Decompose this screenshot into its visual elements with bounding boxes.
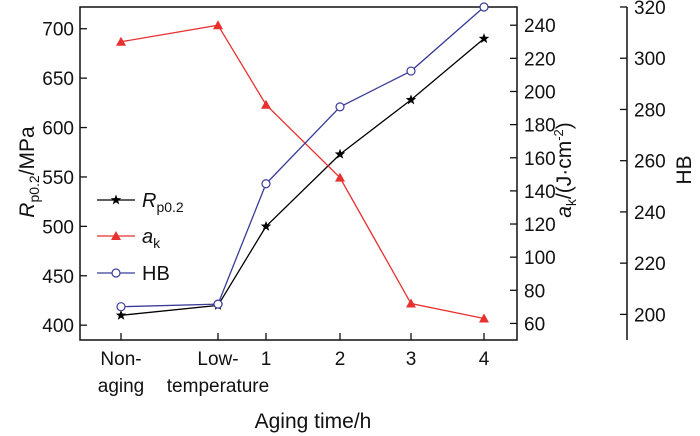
hb-tick-label: 300 — [634, 49, 666, 70]
ak-tick-label: 140 — [524, 182, 556, 203]
ak-tick-label: 240 — [524, 16, 556, 37]
ak-tick-label: 100 — [524, 248, 556, 269]
left-tick-label: 400 — [42, 316, 74, 337]
data-point-rp — [478, 33, 490, 44]
data-point-ak — [261, 99, 271, 109]
x-tick-label: temperature — [167, 376, 269, 397]
plot-frame — [79, 6, 518, 341]
x-tick-label: Non- — [100, 349, 141, 370]
series-line-hb — [120, 6, 485, 308]
hb-tick-label: 240 — [634, 203, 666, 224]
legend-marker-ak — [111, 231, 121, 240]
series-layer — [115, 2, 490, 323]
x-tick-label: 2 — [335, 349, 346, 370]
legend-label-sub: p0.2 — [156, 199, 183, 215]
x-tick-label: 3 — [406, 349, 417, 370]
data-point-ak — [335, 172, 345, 182]
legend-label-main: a — [142, 226, 153, 248]
x-tick-label: aging — [98, 376, 145, 397]
ak-tick-label: 180 — [524, 116, 556, 137]
left-tick-label: 700 — [42, 20, 74, 41]
legend-label-main: HB — [142, 263, 170, 285]
data-point-hb — [116, 302, 126, 312]
legend-label-main: R — [142, 190, 156, 212]
ak-tick-label: 220 — [524, 49, 556, 70]
legend-label-sub: k — [153, 235, 161, 251]
legend-label-rp: Rp0.2 — [142, 190, 184, 215]
data-point-hb — [479, 2, 489, 12]
left-axis-title-main: R — [16, 203, 39, 218]
data-point-hb — [406, 66, 416, 76]
data-point-ak — [479, 313, 489, 323]
data-point-rp — [405, 94, 417, 105]
ak-axis-title-unit: /(J·cm — [553, 141, 576, 199]
x-axis-title: Aging time/h — [255, 410, 372, 433]
ak-axis-title-sub: k — [563, 198, 579, 206]
x-tick-label: 4 — [479, 349, 490, 370]
data-point-ak — [406, 298, 416, 308]
legend-marker-hb — [111, 268, 121, 278]
left-tick-label: 550 — [42, 168, 74, 189]
ak-tick-label: 200 — [524, 82, 556, 103]
data-point-hb — [261, 179, 271, 189]
hb-tick-label: 280 — [634, 100, 666, 121]
legend-label-hb: HB — [142, 263, 170, 285]
hb-tick-label: 220 — [634, 254, 666, 275]
ak-tick-label: 60 — [524, 314, 545, 335]
left-axis-title-sub: p0.2 — [26, 175, 42, 202]
series-line-rp — [120, 38, 485, 316]
left-tick-label: 450 — [42, 267, 74, 288]
data-point-hb — [213, 299, 223, 309]
series-line-ak — [120, 24, 485, 320]
hb-tick-label: 320 — [634, 0, 666, 19]
ak-tick-label: 120 — [524, 215, 556, 236]
data-point-rp — [260, 220, 272, 231]
hb-tick-label: 260 — [634, 152, 666, 173]
left-tick-label: 500 — [42, 217, 74, 238]
x-tick-label: Low- — [197, 349, 238, 370]
ak-axis-title-main: a — [553, 206, 576, 218]
left-axis-title-unit: /MPa — [16, 126, 39, 175]
axes-layer: 400 450 500 550 600 650 700 60 80 100 120 140 160 180… — [16, 0, 696, 433]
data-point-rp — [334, 148, 346, 159]
left-tick-label: 650 — [42, 69, 74, 90]
data-point-rp — [115, 309, 127, 320]
hb-tick-label: 200 — [634, 305, 666, 326]
data-point-ak — [116, 36, 126, 46]
legend-marker-rp — [110, 194, 122, 205]
ak-tick-label: 160 — [524, 149, 556, 170]
left-axis-title: Rp0.2/MPa — [16, 126, 42, 218]
data-point-ak — [213, 20, 223, 30]
ak-axis-title-close: ) — [553, 122, 576, 129]
x-tick-label: 1 — [261, 349, 272, 370]
legend-label-ak: ak — [142, 226, 161, 251]
ak-tick-label: 80 — [524, 281, 545, 302]
ak-axis-title-sup: -2 — [551, 129, 566, 141]
data-point-hb — [335, 102, 345, 112]
ak-axis-title: ak/(J·cm-2) — [551, 122, 579, 218]
hb-axis-title: HB — [673, 155, 696, 184]
left-tick-label: 600 — [42, 119, 74, 140]
